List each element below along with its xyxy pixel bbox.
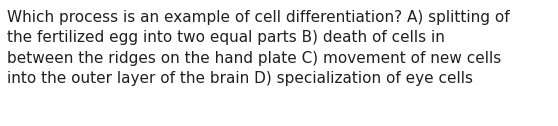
Text: Which process is an example of cell differentiation? A) splitting of
the fertili: Which process is an example of cell diff…	[7, 10, 509, 86]
